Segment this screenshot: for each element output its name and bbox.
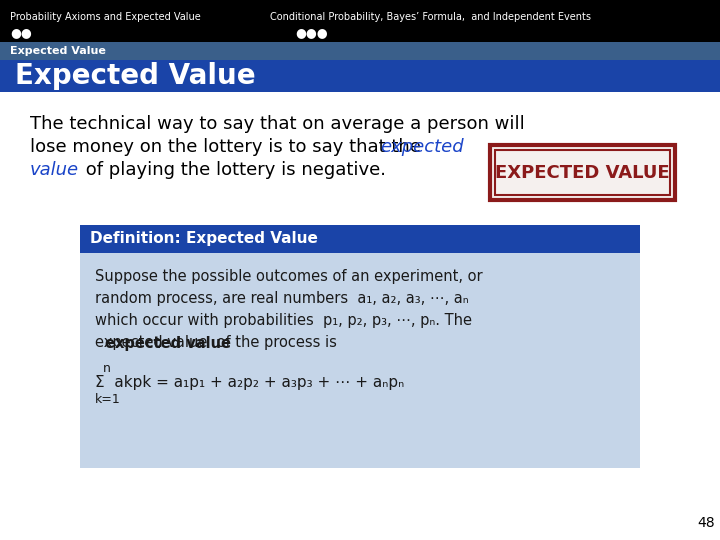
Bar — [0, 92, 720, 540]
Text: Definition: Expected Value: Definition: Expected Value — [90, 232, 318, 246]
Bar — [495, 150, 670, 195]
Text: Conditional Probability, Bayes’ Formula,  and Independent Events: Conditional Probability, Bayes’ Formula,… — [270, 12, 591, 22]
Text: Suppose the possible outcomes of an experiment, or: Suppose the possible outcomes of an expe… — [95, 269, 482, 284]
Bar — [0, 42, 720, 60]
Bar — [490, 145, 675, 200]
Bar — [0, 60, 720, 92]
Text: 48: 48 — [698, 516, 715, 530]
Text: expected value  of the process is: expected value of the process is — [95, 335, 337, 350]
Text: k=1: k=1 — [95, 393, 121, 406]
Text: random process, are real numbers  a₁, a₂, a₃, ⋯, aₙ: random process, are real numbers a₁, a₂,… — [95, 291, 469, 306]
Text: expected: expected — [380, 138, 464, 156]
Text: Σ  akpk = a₁p₁ + a₂p₂ + a₃p₃ + ⋯ + aₙpₙ: Σ akpk = a₁p₁ + a₂p₂ + a₃p₃ + ⋯ + aₙpₙ — [95, 375, 404, 390]
Text: of playing the lottery is negative.: of playing the lottery is negative. — [80, 161, 386, 179]
Text: value: value — [30, 161, 79, 179]
Text: Expected Value: Expected Value — [15, 62, 256, 90]
Bar — [80, 253, 640, 468]
Text: ●●●: ●●● — [295, 26, 328, 39]
Bar — [80, 225, 640, 253]
Text: The technical way to say that on average a person will: The technical way to say that on average… — [30, 115, 525, 133]
Text: expected value: expected value — [105, 336, 231, 351]
Text: Probability Axioms and Expected Value: Probability Axioms and Expected Value — [10, 12, 201, 22]
Text: lose money on the lottery is to say that the: lose money on the lottery is to say that… — [30, 138, 427, 156]
Text: which occur with probabilities  p₁, p₂, p₃, ⋯, pₙ. The: which occur with probabilities p₁, p₂, p… — [95, 313, 472, 328]
Text: n: n — [95, 362, 111, 375]
Text: ●●: ●● — [10, 26, 32, 39]
Text: EXPECTED VALUE: EXPECTED VALUE — [495, 164, 670, 181]
Text: Expected Value: Expected Value — [10, 46, 106, 56]
